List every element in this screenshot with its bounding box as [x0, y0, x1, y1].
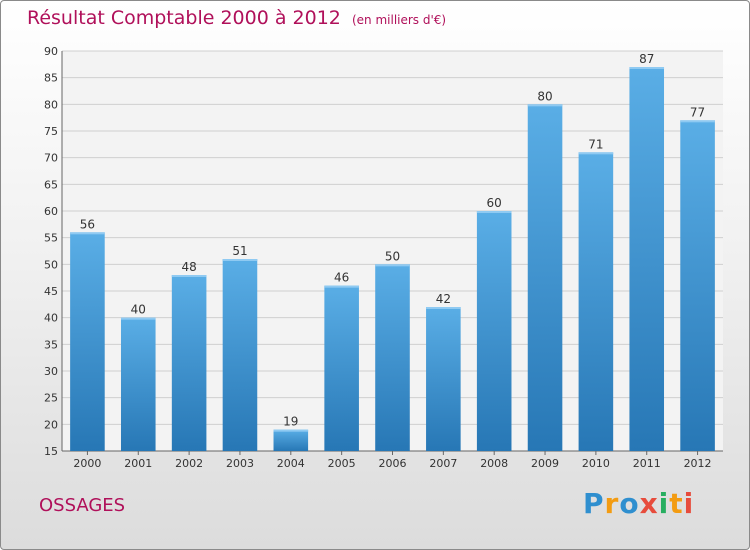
x-tick-label: 2010 [582, 457, 610, 470]
value-label-2012: 77 [690, 105, 705, 119]
y-tick-label: 45 [44, 285, 58, 298]
bar-2012 [680, 120, 715, 451]
y-tick-label: 35 [44, 338, 58, 351]
logo-letter: i [658, 487, 670, 520]
y-tick-label: 80 [44, 98, 58, 111]
bar-highlight [324, 285, 359, 288]
x-tick-label: 2008 [480, 457, 508, 470]
x-tick-label: 2005 [328, 457, 356, 470]
value-label-2007: 42 [436, 292, 451, 306]
place-name: OSSAGES [39, 495, 126, 516]
bar-2010 [578, 152, 614, 452]
logo-letter: i [683, 487, 695, 520]
y-tick-label: 20 [44, 418, 58, 431]
value-label-2002: 48 [181, 260, 196, 274]
bar-highlight [527, 104, 563, 107]
x-tick-label: 2000 [73, 457, 101, 470]
value-label-2010: 71 [588, 137, 603, 151]
y-tick-label: 50 [44, 258, 58, 271]
value-label-2004: 19 [283, 415, 298, 429]
bar-2003 [222, 259, 258, 451]
x-tick-label: 2012 [684, 457, 712, 470]
x-tick-label: 2006 [379, 457, 407, 470]
y-tick-label: 70 [44, 152, 58, 165]
y-tick-label: 30 [44, 365, 58, 378]
bar-2011 [629, 67, 665, 451]
chart-subtitle: (en milliers d'€) [351, 13, 447, 27]
bar-2009 [527, 104, 563, 451]
y-tick-label: 75 [44, 125, 58, 138]
value-label-2009: 80 [537, 89, 552, 103]
bar-2006 [375, 264, 410, 451]
bar-2008 [476, 211, 512, 451]
bar-layer: 56 40 48 51 19 46 50 42 60 80 71 87 77 [70, 52, 715, 452]
value-label-2008: 60 [487, 196, 502, 210]
bar-highlight [171, 275, 207, 277]
bar-2005 [324, 285, 359, 451]
y-tick-label: 90 [44, 45, 58, 58]
value-label-2006: 50 [385, 249, 400, 263]
y-tick-label: 85 [44, 72, 58, 85]
y-tick-label: 25 [44, 392, 58, 405]
value-label-2001: 40 [131, 303, 146, 317]
bar-highlight [426, 307, 461, 309]
proxiti-logo: Proxiti [583, 487, 694, 520]
bar-2001 [120, 317, 156, 451]
x-tick-label: 2002 [175, 457, 203, 470]
bar-highlight [476, 211, 512, 213]
logo-letter: o [619, 487, 640, 520]
bar-highlight [680, 120, 715, 123]
value-label-2011: 87 [639, 52, 654, 66]
x-tick-label: 2007 [429, 457, 457, 470]
y-tick-label: 40 [44, 312, 58, 325]
bar-2004 [273, 429, 309, 451]
logo-letter: P [583, 487, 605, 520]
bar-highlight [120, 317, 156, 320]
logo-letter: t [669, 487, 684, 520]
value-label-2005: 46 [334, 271, 349, 285]
bar-2007 [426, 307, 461, 451]
x-tick-label: 2011 [633, 457, 661, 470]
logo-letter: x [639, 487, 659, 520]
x-tick-label: 2003 [226, 457, 254, 470]
bar-highlight [273, 429, 309, 432]
y-tick-label: 15 [44, 445, 58, 458]
y-tick-label: 55 [44, 232, 58, 245]
chart-title-block: Résultat Comptable 2000 à 2012 (en milli… [27, 7, 446, 29]
bar-highlight [578, 152, 614, 155]
x-tick-label: 2004 [277, 457, 305, 470]
bar-2000 [70, 232, 105, 451]
y-tick-label: 60 [44, 205, 58, 218]
bar-highlight [629, 67, 665, 69]
chart-title: Résultat Comptable 2000 à 2012 [27, 7, 341, 29]
value-label-2003: 51 [232, 244, 247, 258]
x-tick-label: 2009 [531, 457, 559, 470]
bar-highlight [375, 264, 410, 267]
x-tick-label: 2001 [124, 457, 152, 470]
y-tick-label: 65 [44, 178, 58, 191]
bar-highlight [70, 232, 105, 235]
bar-2002 [171, 275, 207, 451]
bar-highlight [222, 259, 258, 261]
value-label-2000: 56 [80, 217, 95, 231]
logo-letter: r [604, 487, 620, 520]
